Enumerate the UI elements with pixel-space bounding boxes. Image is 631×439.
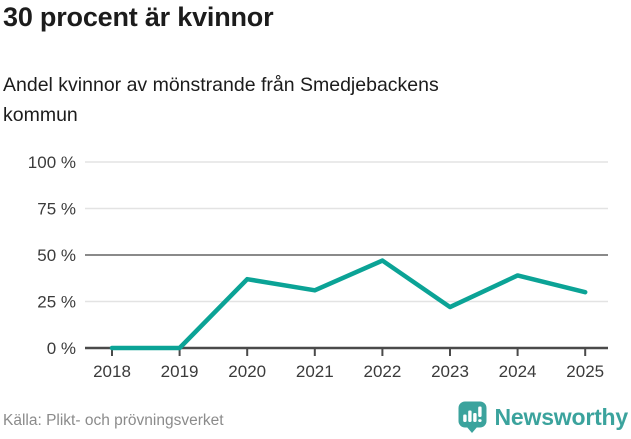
x-tick-label: 2022 bbox=[363, 362, 401, 381]
y-tick-label: 0 % bbox=[47, 339, 76, 358]
speech-bubble-shape bbox=[458, 401, 487, 428]
x-tick-label: 2019 bbox=[161, 362, 199, 381]
y-tick-label: 25 % bbox=[37, 293, 76, 312]
y-tick-label: 75 % bbox=[37, 200, 76, 219]
mini-bar-chart-glyph bbox=[462, 406, 482, 422]
x-tick-label: 2024 bbox=[499, 362, 537, 381]
chart-subtitle: Andel kvinnor av mönstrande från Smedjeb… bbox=[3, 74, 439, 126]
x-tick-label: 2018 bbox=[93, 362, 131, 381]
data-line-series bbox=[109, 258, 588, 351]
x-tick-label: 2025 bbox=[566, 362, 604, 381]
x-tick-label: 2023 bbox=[431, 362, 469, 381]
source-caption: Källa: Plikt- och prövningsverket bbox=[3, 412, 224, 429]
speech-bubble-tail bbox=[465, 426, 478, 433]
newsworthy-wordmark: Newsworthy bbox=[494, 404, 629, 430]
chart-title: 30 procent är kvinnor bbox=[3, 2, 274, 32]
y-tick-label: 50 % bbox=[37, 246, 76, 265]
y-tick-label: 100 % bbox=[28, 153, 76, 172]
x-tick-label: 2020 bbox=[228, 362, 266, 381]
newsworthy-icon bbox=[458, 401, 487, 433]
x-tick-label: 2021 bbox=[296, 362, 334, 381]
newsworthy-logo: Newsworthy bbox=[458, 401, 628, 434]
